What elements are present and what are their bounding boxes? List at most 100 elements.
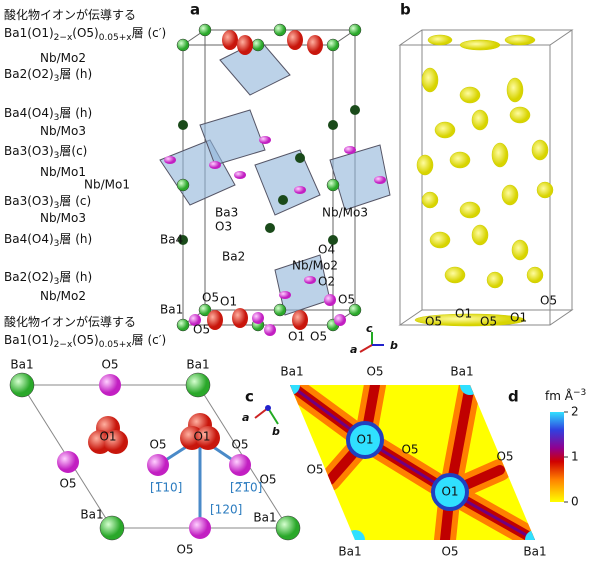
atom (189, 314, 201, 326)
density-blob (509, 106, 531, 124)
panel-letter: a (190, 1, 200, 19)
colorbar-unit: fm Å−3 (545, 388, 586, 403)
atom-label: Ba1 (80, 508, 103, 522)
axis-label: a (350, 343, 357, 356)
density-blob (421, 67, 439, 93)
atom (207, 310, 223, 330)
atom-label: Nb/Mo2 (292, 259, 338, 273)
atom (232, 308, 248, 328)
atom (273, 23, 287, 37)
atom-label: O5 (540, 294, 557, 308)
panel-letter: d (508, 388, 519, 406)
atom (178, 120, 188, 130)
atom (273, 303, 287, 317)
atom-label: O2 (318, 275, 335, 289)
density-blob (486, 271, 504, 289)
atom-label: O5 (202, 291, 219, 305)
atom-label: O5 (441, 545, 458, 559)
atom-label: O5 (231, 438, 248, 452)
atom (350, 105, 360, 115)
panel-letter: c (245, 388, 254, 406)
atom-label: Ba1 (10, 358, 33, 372)
atom-label: O1 (441, 485, 458, 499)
atom-label: O1 (455, 307, 472, 321)
layer-label: Ba2(O2)3層 (h) (4, 67, 92, 84)
layer-label: Ba4(O4)3層 (h) (4, 106, 92, 123)
atom (326, 38, 340, 52)
colorbar-tick-label: 1 (571, 450, 579, 464)
layer-label: Ba1(O1)2−x(O5)0.05+x層 (c′) (4, 26, 166, 43)
atom-label: O5 (338, 293, 355, 307)
atom-label: Ba3 (215, 206, 238, 220)
atom (164, 156, 176, 164)
atom-label: O5 (306, 463, 323, 477)
panel-letter: b (400, 1, 411, 19)
atom (252, 312, 264, 324)
colorbar-tick-label: 0 (571, 495, 579, 509)
atom-label: Nb/Mo3 (322, 206, 368, 220)
atom (304, 276, 316, 284)
density-blob (511, 239, 529, 261)
atom-label: O1 (288, 330, 305, 344)
density-blob (506, 77, 524, 103)
atom-label: Nb/Mo1 (84, 178, 130, 192)
atom (292, 310, 308, 330)
atom (334, 314, 346, 326)
atom-label: O5 (193, 323, 210, 337)
atom (294, 186, 306, 194)
atom (279, 291, 291, 299)
density-blob (459, 39, 501, 51)
density-blob (501, 184, 519, 206)
atom (348, 23, 362, 37)
atom (234, 171, 246, 179)
atom-label: O3 (215, 220, 232, 234)
colorbar-tick-label: 2 (571, 405, 579, 419)
density-blob (416, 154, 434, 176)
atom-label: Ba2 (222, 250, 245, 264)
density-blob (459, 201, 481, 219)
structure-a-labels: Nb/Mo1 Ba3 O3 Nb/Mo3 Ba4 O4 Ba2 Nb/Mo2 O… (84, 1, 398, 357)
axis-label: a (242, 411, 249, 424)
density-blob (471, 224, 489, 246)
atom (222, 30, 238, 50)
polyhedron (254, 149, 321, 216)
axis-label: c (366, 322, 373, 335)
atom-label: O1 (220, 295, 237, 309)
direction-label: [120] (210, 503, 242, 517)
atom (265, 223, 275, 233)
layer-label: Nb/Mo2 (40, 51, 86, 65)
polyhedron (199, 109, 266, 166)
density-blob (491, 142, 509, 168)
layer-label: Nb/Mo2 (40, 289, 86, 303)
polyhedron (329, 144, 391, 211)
atom (328, 120, 338, 130)
layer-label: 酸化物イオンが伝導する (4, 314, 136, 329)
colorbar (550, 412, 564, 502)
layer-labels: 酸化物イオンが伝導する Ba1(O1)2−x(O5)0.05+x層 (c′) Nb/… (4, 7, 166, 350)
atom (176, 38, 190, 52)
atom-label: O5 (149, 438, 166, 452)
atom-label: Ba4 (160, 233, 183, 247)
panel-b: b O5 O1 O5 O1 O5 (398, 1, 574, 329)
atom (176, 318, 190, 332)
atom-label: O5 (259, 473, 276, 487)
atom (176, 178, 190, 192)
atom-label: Ba1 (280, 365, 303, 379)
atom-label: O5 (425, 315, 442, 329)
atom (278, 195, 288, 205)
density-blob (471, 109, 489, 131)
density-blob (526, 266, 544, 284)
density-blob (536, 181, 554, 199)
layer-label: Nb/Mo3 (40, 211, 86, 225)
atoms-decoration (159, 23, 391, 336)
atom-label: O1 (356, 433, 373, 447)
layer-label: Ba3(O3)3層 (c) (4, 194, 91, 211)
atom (259, 136, 271, 144)
atom (209, 161, 221, 169)
atom-label: O5 (401, 443, 418, 457)
atom (344, 146, 356, 154)
atom-label: O1 (99, 430, 116, 444)
atom (348, 303, 362, 317)
atom-label: O5 (310, 330, 327, 344)
